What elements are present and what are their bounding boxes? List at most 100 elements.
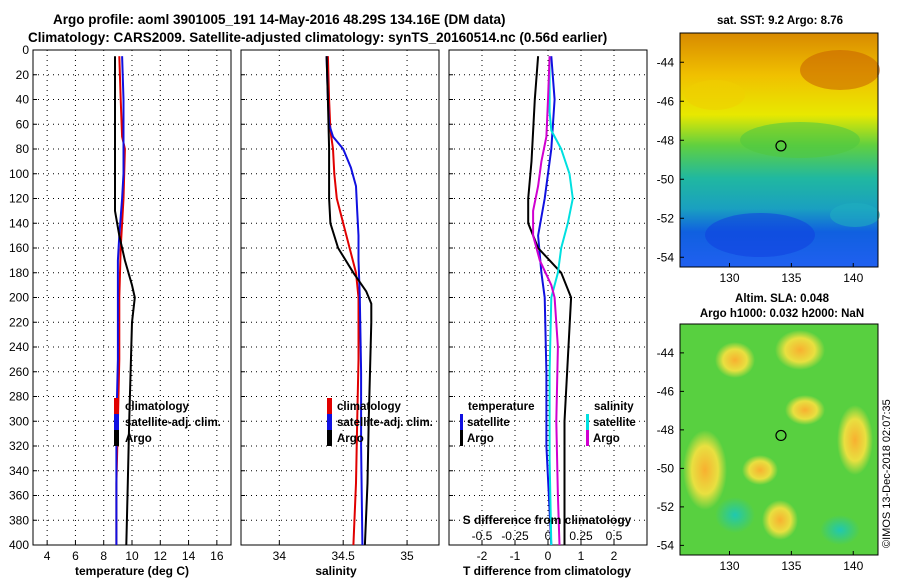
lat-tick-label: -54 (657, 250, 675, 264)
y-tick-label: 180 (9, 266, 29, 280)
y-tick-label: 140 (9, 216, 29, 230)
x-tick-label: 14 (182, 549, 196, 563)
series-salinity-argo (532, 56, 561, 546)
figure-title-line2: Climatology: CARS2009. Satellite-adjuste… (28, 30, 607, 45)
lat-tick-label: -54 (657, 538, 675, 552)
legend-argo-swatch (114, 430, 119, 446)
legend-salinity-title: salinity (594, 401, 634, 413)
series-salinity-satellite (548, 56, 574, 546)
x-tick-label: -1 (510, 549, 521, 563)
sla-map-frame (679, 323, 879, 556)
x-tick-label: 12 (154, 549, 168, 563)
salinity-plot-frame (240, 49, 440, 546)
difference-x-label: T difference from climatology (463, 564, 631, 578)
temperature-legend: climatology satellite-adj. clim. Argo (114, 398, 221, 446)
legend-s-satellite-label: satellite (593, 417, 636, 429)
legend-climatology-label: climatology (125, 401, 190, 413)
y-tick-label: 160 (9, 241, 29, 255)
lat-tick-label: -48 (657, 133, 675, 147)
legend-s-satellite-swatch (586, 414, 589, 430)
salinity-legend: climatology satellite-adj. clim. Argo (327, 398, 433, 446)
s-tick-label: 0.5 (606, 529, 623, 543)
lat-tick-label: -50 (657, 461, 675, 475)
lon-tick-label: 135 (781, 559, 801, 573)
y-tick-label: 360 (9, 489, 29, 503)
x-tick-label: 34 (273, 549, 287, 563)
y-tick-label: 320 (9, 439, 29, 453)
legend-t-satellite-label: satellite (467, 417, 510, 429)
legend-t-argo-label: Argo (467, 433, 494, 445)
legend-argo-label: Argo (337, 433, 364, 445)
difference-panel: -2 -1 0 1 2 -0.5 -0.25 0 0.25 0.5 S difference f… (448, 49, 648, 578)
legend-satellite-swatch (327, 414, 332, 430)
y-tick-label: 280 (9, 390, 29, 404)
salinity-grid (241, 49, 439, 546)
y-tick-label: 80 (16, 142, 30, 156)
legend-s-argo-swatch (586, 430, 589, 446)
series-satellite-adj-clim (325, 56, 364, 546)
legend-t-satellite-swatch (460, 414, 463, 430)
sla-argo-marker (775, 429, 787, 442)
legend-climatology-label: climatology (337, 401, 402, 413)
y-tick-label: 260 (9, 365, 29, 379)
sst-lat-ticks: -44 -46 -48 -50 -52 -54 (657, 55, 684, 264)
lat-tick-label: -52 (657, 211, 675, 225)
legend-s-argo-label: Argo (593, 433, 620, 445)
series-temperature-argo (527, 56, 573, 545)
sla-map-panel: Altim. SLA: 0.048 Argo h1000: 0.032 h200… (657, 293, 879, 573)
sst-map-frame (679, 32, 879, 268)
sst-lon-ticks: 130 135 140 (719, 263, 864, 285)
lat-tick-label: -44 (657, 346, 675, 360)
s-tick-label: 0 (545, 529, 552, 543)
imos-watermark: ©IMOS 13-Dec-2018 02:07:35 (881, 399, 893, 548)
temperature-x-ticks: 4 6 8 10 12 14 16 (44, 541, 224, 563)
series-argo (325, 56, 373, 546)
legend-argo-swatch (327, 430, 332, 446)
sst-map-panel: sat. SST: 9.2 Argo: 8.76 -44 -46 -48 -50 -52… (657, 15, 880, 285)
x-tick-label: 6 (72, 549, 79, 563)
lat-tick-label: -46 (657, 94, 675, 108)
lat-tick-label: -44 (657, 55, 675, 69)
y-tick-label: 380 (9, 513, 29, 527)
x-tick-label: 10 (125, 549, 139, 563)
x-tick-label: 34.5 (332, 549, 356, 563)
x-tick-label: 2 (611, 549, 618, 563)
x-tick-label: 1 (578, 549, 585, 563)
x-tick-label: 16 (210, 549, 224, 563)
lon-tick-label: 140 (843, 559, 863, 573)
difference-s-ticks: -0.5 -0.25 0 0.25 0.5 (472, 529, 623, 543)
lat-tick-label: -50 (657, 172, 675, 186)
y-tick-label: 340 (9, 464, 29, 478)
figure-title-line1: Argo profile: aoml 3901005_191 14-May-20… (53, 12, 505, 27)
sla-lat-ticks: -44 -46 -48 -50 -52 -54 (657, 346, 684, 552)
lon-tick-label: 135 (781, 271, 801, 285)
lon-tick-label: 130 (719, 559, 739, 573)
legend-argo-label: Argo (125, 433, 152, 445)
x-tick-label: 8 (100, 549, 107, 563)
legend-satellite-label: satellite-adj. clim. (337, 417, 433, 429)
lat-tick-label: -46 (657, 384, 675, 398)
temperature-depth-ticks: 0 20 40 60 80 100 120 140 160 180 200 220 240 260 280 3… (9, 43, 29, 552)
temperature-panel: 0 20 40 60 80 100 120 140 160 180 200 220 240 260 280 3… (9, 43, 232, 578)
sst-map-title: sat. SST: 9.2 Argo: 8.76 (717, 15, 843, 27)
lat-tick-label: -48 (657, 423, 675, 437)
lon-tick-label: 130 (719, 271, 739, 285)
legend-t-argo-swatch (460, 430, 463, 446)
s-tick-label: -0.5 (472, 529, 493, 543)
difference-s-label: S difference from climatology (463, 513, 632, 527)
series-temperature-satellite (537, 56, 556, 546)
y-tick-label: 300 (9, 414, 29, 428)
y-tick-label: 20 (16, 68, 30, 82)
y-tick-label: 120 (9, 192, 29, 206)
series-climatology (326, 56, 360, 546)
s-tick-label: 0.25 (569, 529, 593, 543)
y-tick-label: 60 (16, 117, 30, 131)
y-tick-label: 200 (9, 291, 29, 305)
y-tick-label: 0 (22, 43, 29, 57)
y-tick-label: 220 (9, 315, 29, 329)
difference-legend: temperature satellite Argo salinity sate… (460, 401, 636, 446)
sla-lon-ticks: 130 135 140 (719, 551, 864, 573)
x-tick-label: 4 (44, 549, 51, 563)
salinity-series (325, 56, 373, 546)
y-tick-label: 240 (9, 340, 29, 354)
